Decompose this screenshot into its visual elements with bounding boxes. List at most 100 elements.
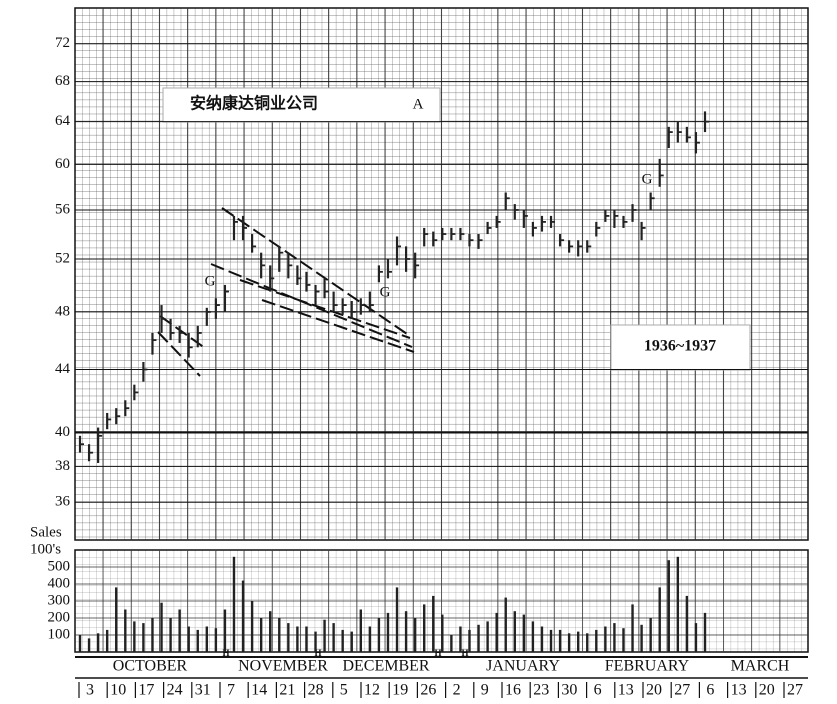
month-label: DECEMBER (342, 658, 429, 675)
volume-bar (142, 623, 145, 652)
day-label: 12 (364, 682, 380, 699)
day-label: 23 (533, 682, 549, 699)
volume-bar (105, 629, 109, 652)
y-tick-label: 38 (55, 458, 70, 474)
volume-bar (486, 621, 489, 652)
volume-bar (78, 635, 82, 652)
day-label: 19 (392, 682, 408, 699)
volume-bar (296, 626, 299, 652)
y-tick-label: 60 (55, 156, 70, 172)
volume-bar (676, 556, 680, 652)
volume-bar (658, 587, 661, 652)
volume-bar (567, 633, 571, 652)
day-label: 5 (340, 682, 348, 699)
volume-bar (133, 621, 136, 652)
volume-bar (540, 626, 544, 652)
volume-bar (232, 556, 236, 652)
trend-line (261, 299, 415, 353)
volume-bar (87, 638, 91, 652)
day-label: 24 (167, 682, 183, 699)
volume-bar (459, 626, 462, 652)
volume-bar (196, 629, 199, 652)
day-label: 20 (646, 682, 662, 699)
volume-bar (115, 587, 118, 652)
volume-bar (332, 623, 335, 652)
gap-label: G (380, 284, 391, 300)
volume-bar (649, 618, 652, 652)
volume-bar (450, 635, 453, 652)
volume-bar (576, 631, 580, 652)
volume-bar (178, 609, 181, 652)
volume-bar (368, 626, 372, 652)
volume-bar (323, 619, 326, 652)
day-label: 17 (138, 682, 154, 699)
title-box (162, 87, 441, 123)
day-label: 20 (759, 682, 775, 699)
period-label: 1936~1937 (644, 338, 716, 355)
volume-bar (468, 629, 471, 652)
volume-bar (667, 560, 670, 652)
day-label: 13 (731, 682, 747, 699)
gap-label: G (205, 273, 216, 289)
day-label: 26 (420, 682, 436, 699)
y-tick-label: 36 (55, 494, 71, 510)
volume-bar (549, 629, 553, 652)
holiday-mark: H (314, 648, 321, 658)
volume-label: Sales (30, 524, 62, 540)
y-tick-label: 48 (55, 303, 70, 319)
volume-bar (359, 609, 362, 652)
volume-bar (631, 604, 634, 652)
volume-bar (404, 611, 408, 652)
day-label: 27 (674, 682, 690, 699)
y-tick-label: 100 (48, 626, 71, 642)
volume-bar (432, 595, 435, 652)
y-tick-label: 72 (55, 35, 70, 51)
volume-bar (160, 602, 163, 652)
volume-bar (504, 597, 507, 652)
y-tick-label: 64 (55, 113, 71, 129)
y-tick-label: 200 (48, 609, 71, 625)
day-label: 31 (195, 682, 211, 699)
y-tick-label: 52 (55, 250, 70, 266)
volume-bar (214, 628, 218, 652)
day-label: 10 (110, 682, 126, 699)
volume-bar (96, 633, 100, 652)
gap-label: G (642, 171, 653, 187)
volume-bar (187, 626, 190, 652)
volume-bar (441, 614, 444, 652)
day-label: 30 (561, 682, 577, 699)
y-tick-label: 44 (55, 361, 71, 377)
trend-line (239, 279, 411, 339)
day-label: 27 (787, 682, 803, 699)
volume-bar (703, 612, 707, 652)
y-tick-label: 300 (48, 592, 71, 608)
day-label: 28 (308, 682, 324, 699)
chart-title: 安纳康达铜业公司 (190, 94, 318, 113)
volume-bar (622, 628, 625, 652)
month-label: NOVEMBER (238, 658, 328, 675)
volume-bar (531, 621, 535, 652)
volume-bar (386, 612, 390, 652)
volume-bar (395, 587, 399, 652)
month-label: OCTOBER (113, 658, 188, 675)
day-label: 16 (505, 682, 521, 699)
period-box (610, 324, 751, 371)
volume-unit: 100's (30, 541, 61, 557)
volume-bar (558, 629, 562, 652)
volume-bar (205, 626, 209, 652)
volume-bar (377, 618, 381, 652)
holiday-mark: H (434, 648, 441, 658)
volume-bar (278, 618, 281, 652)
volume-bar (151, 618, 154, 652)
volume-bar (241, 580, 245, 652)
volume-bar (640, 624, 643, 652)
volume-bar (613, 623, 616, 652)
volume-bar (477, 624, 480, 652)
y-tick-label: 500 (48, 558, 71, 574)
volume-bar (685, 595, 689, 652)
y-tick-label: 68 (55, 73, 70, 89)
day-label: 2 (453, 682, 461, 699)
volume-bar (124, 609, 127, 652)
month-label: FEBRUARY (605, 658, 690, 675)
